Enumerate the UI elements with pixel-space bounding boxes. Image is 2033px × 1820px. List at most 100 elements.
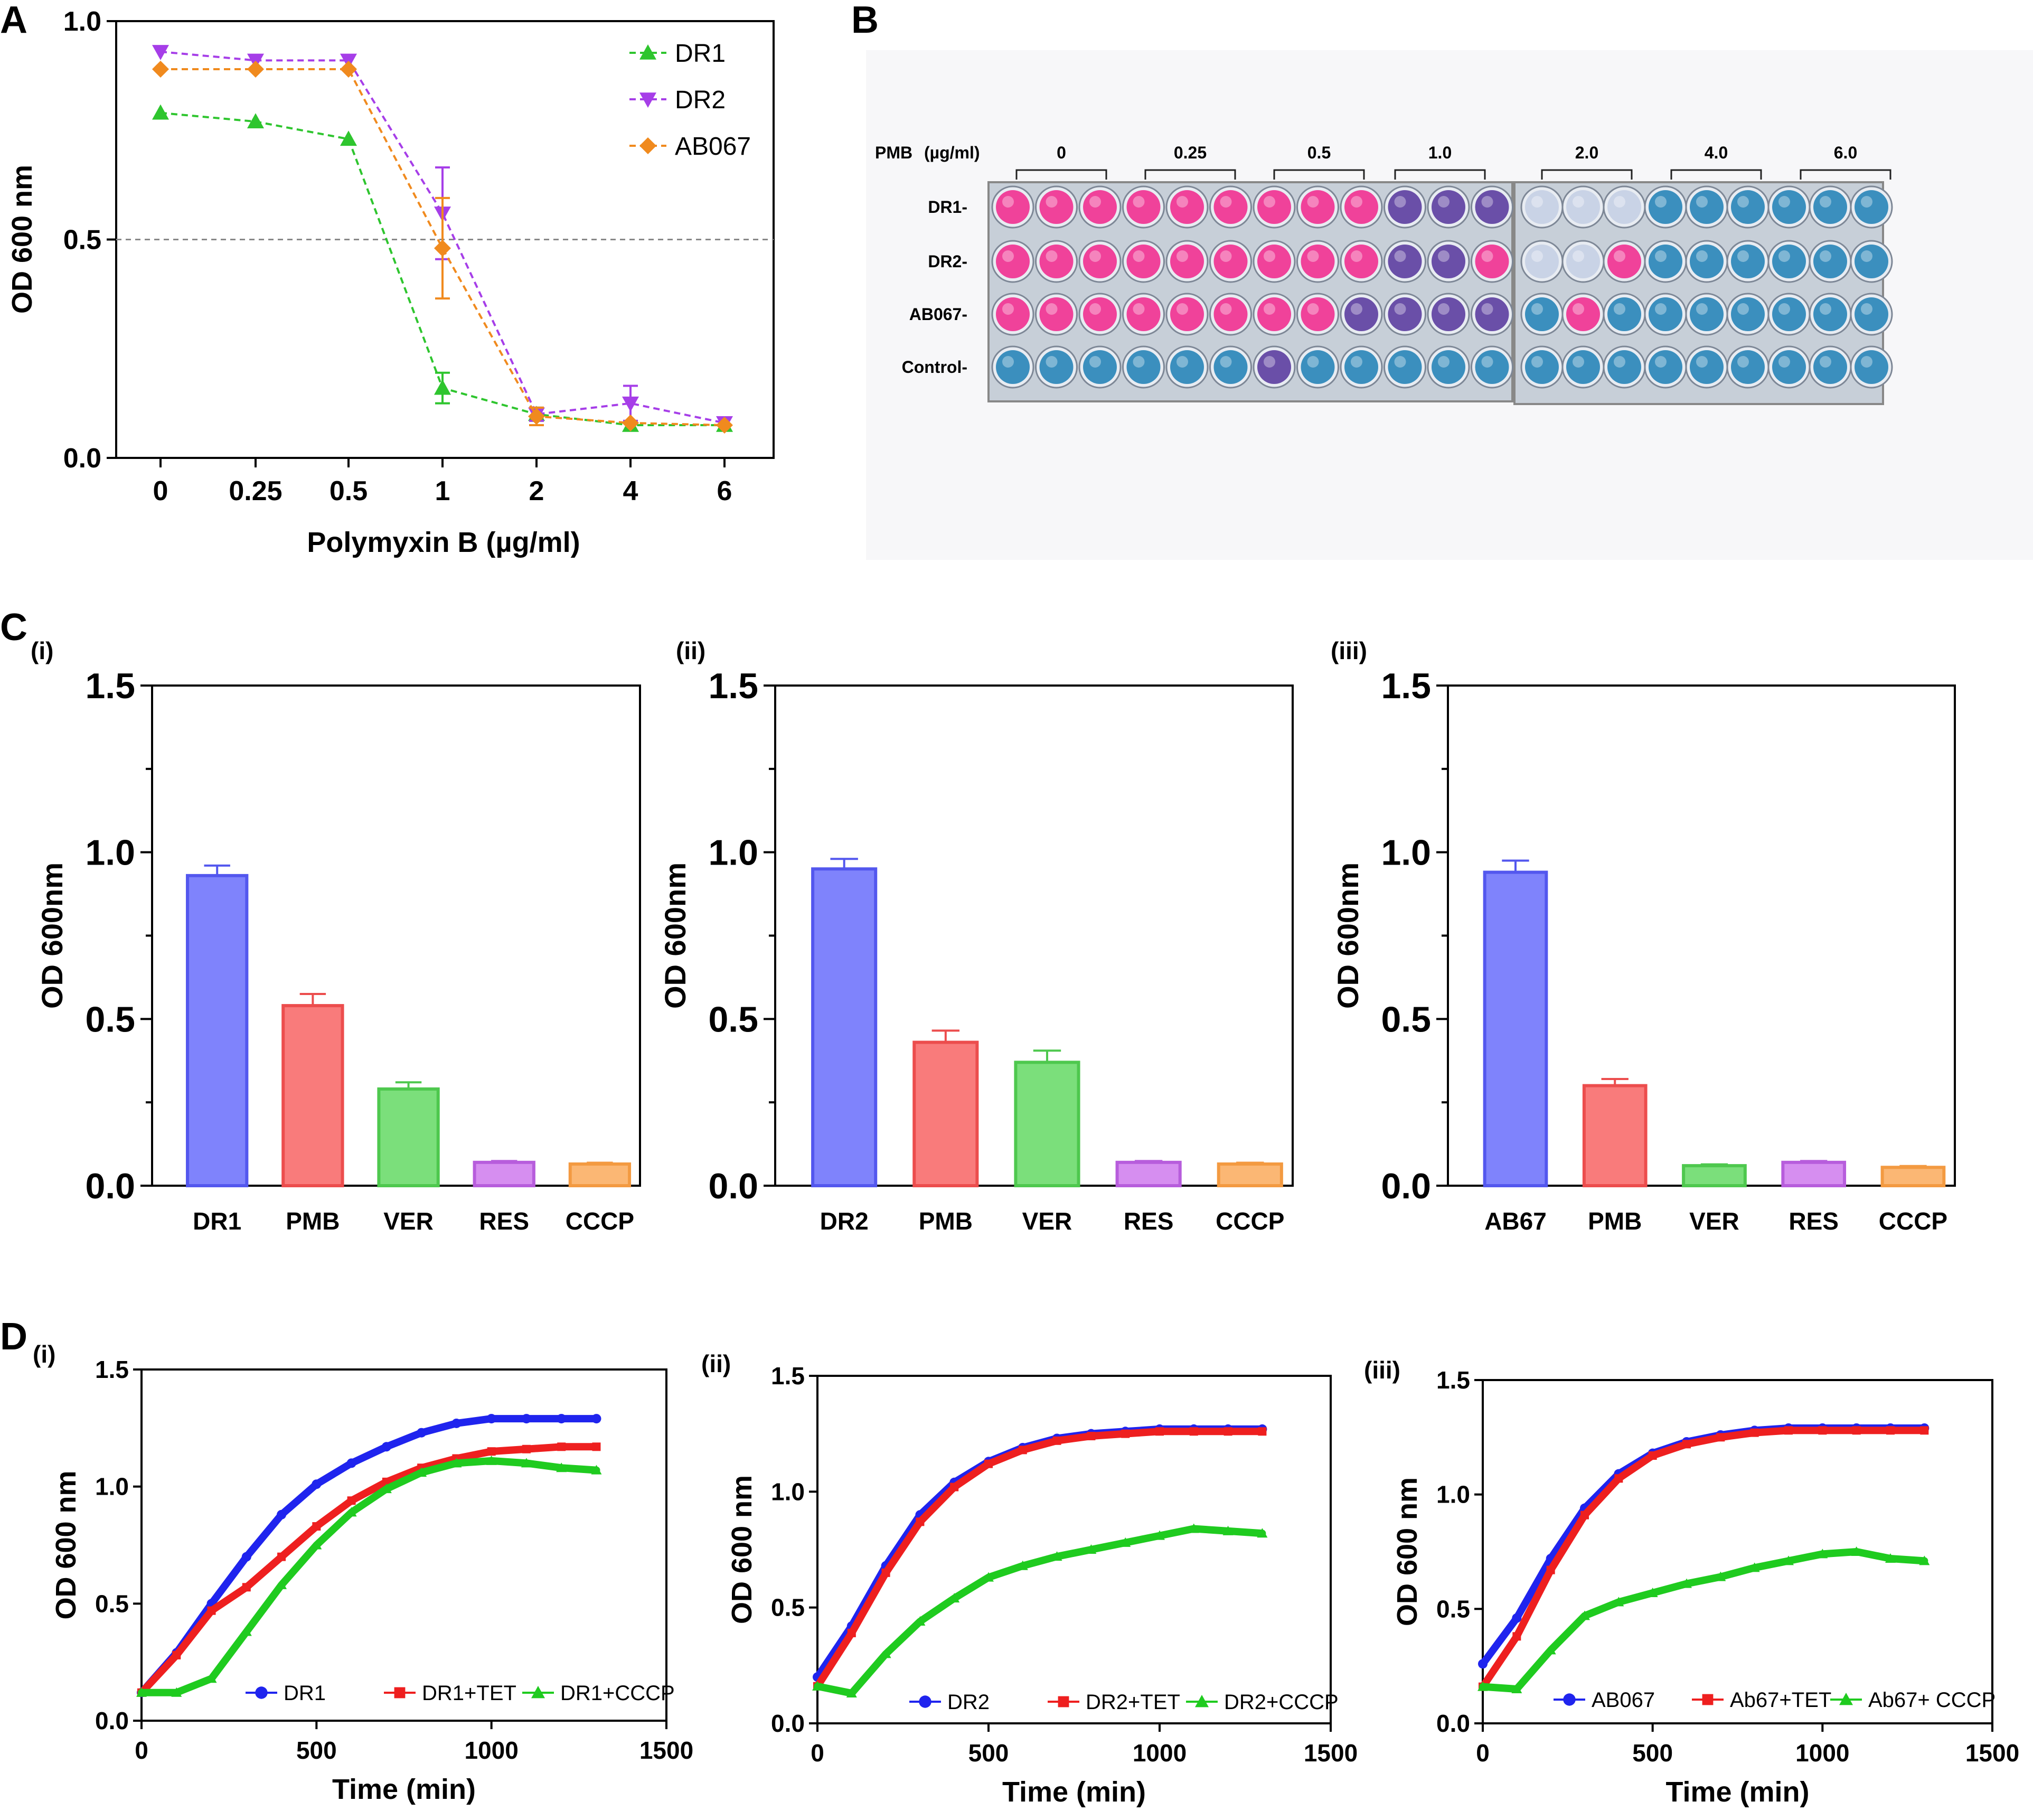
well-blue [1607, 297, 1641, 331]
concentration-label: 4.0 [1705, 143, 1728, 162]
well-pink [1083, 245, 1117, 278]
x-tick-label: 4 [623, 476, 638, 506]
well-highlight [1264, 196, 1275, 208]
data-point [1852, 1426, 1861, 1435]
data-point [1087, 1432, 1096, 1441]
well-highlight [1220, 250, 1232, 262]
x-tick-label: 0.25 [229, 476, 282, 506]
well-pink [1039, 190, 1074, 224]
well-highlight [1614, 303, 1625, 315]
x-tick-label: PMB [1588, 1207, 1642, 1235]
well-highlight [1176, 196, 1188, 208]
legend-label: DR2+CCCP [1224, 1691, 1339, 1714]
concentration-label: 6.0 [1834, 143, 1857, 162]
data-point [1716, 1433, 1725, 1442]
well-highlight [1089, 356, 1101, 368]
data-point [241, 1552, 251, 1562]
well-purple [1475, 190, 1509, 224]
legend-marker [639, 92, 656, 108]
data-point [622, 414, 639, 431]
well-pink [1170, 297, 1204, 331]
data-point [1715, 1571, 1726, 1581]
well-highlight [1861, 196, 1872, 208]
data-point [1120, 1537, 1131, 1547]
well-highlight [1820, 250, 1831, 262]
x-tick-label: 1500 [1304, 1739, 1358, 1767]
well-highlight [1394, 250, 1406, 262]
well-highlight [1133, 250, 1145, 262]
x-tick-label: 1 [435, 476, 450, 506]
x-tick-label: AB67 [1484, 1207, 1547, 1235]
data-point [311, 1540, 322, 1550]
well-highlight [1778, 356, 1790, 368]
data-point [1188, 1523, 1199, 1533]
y-tick-label: 0.0 [708, 1166, 758, 1206]
bar-chart-2: (ii) 0.0 0.5 1.0 1.5 OD 600nm DR2 PMB VER RES CCCP [658, 637, 1294, 1235]
subpanel-label: (i) [33, 1340, 55, 1368]
data-point [1257, 1528, 1268, 1538]
data-point [622, 396, 639, 412]
well-blue [996, 350, 1030, 384]
legend-marker [1839, 1693, 1853, 1705]
data-point [381, 1484, 392, 1494]
data-point [1886, 1426, 1895, 1435]
x-tick-label: 1000 [1795, 1739, 1849, 1767]
well-highlight [1002, 303, 1014, 315]
y-tick-label: 0.5 [85, 999, 135, 1039]
data-point [592, 1442, 601, 1451]
x-axis-title: Time (min) [1665, 1776, 1809, 1808]
y-axis-title: OD 600 nm [6, 165, 38, 314]
well-purple [1432, 297, 1465, 331]
data-point [1885, 1553, 1896, 1563]
x-tick-label: 0 [135, 1737, 148, 1764]
data-point [1545, 1645, 1556, 1655]
panel-letter-a: A [0, 0, 27, 41]
well-pink [1301, 297, 1335, 331]
data-point [276, 1579, 287, 1589]
data-point [1154, 1530, 1165, 1540]
well-highlight [1220, 356, 1232, 368]
well-highlight [1696, 196, 1708, 208]
well-highlight [1820, 196, 1831, 208]
data-point [347, 1496, 356, 1505]
y-tick-label: 1.5 [85, 666, 135, 706]
y-tick-label: 1.5 [1381, 666, 1431, 706]
panel-letter-b: B [851, 0, 879, 41]
well-highlight [1394, 196, 1406, 208]
data-point [1580, 1511, 1589, 1519]
y-axis-title: OD 600 nm [50, 1470, 82, 1619]
well-purple [1432, 245, 1465, 278]
data-point [451, 1458, 462, 1468]
data-point [915, 1616, 926, 1626]
legend-label: DR2 [947, 1691, 990, 1714]
data-point [1681, 1578, 1692, 1588]
well-highlight [1264, 356, 1275, 368]
concentration-label: 0 [1057, 143, 1066, 162]
well-highlight [1820, 356, 1831, 368]
data-point [950, 1483, 959, 1491]
legend-marker [1563, 1693, 1576, 1706]
well-blue [1855, 190, 1888, 224]
subpanel-label: (iii) [1331, 637, 1367, 664]
well-pale [1607, 190, 1641, 224]
concentration-bracket [1800, 169, 1891, 180]
data-point [451, 1418, 462, 1428]
data-point [340, 130, 357, 146]
well-blue [1170, 350, 1204, 384]
well-pink [1213, 297, 1248, 331]
concentration-bracket [1541, 169, 1633, 180]
well-highlight [1861, 303, 1872, 315]
data-point [417, 1428, 427, 1438]
well-highlight [1133, 196, 1145, 208]
x-tick-label: DR2 [820, 1207, 869, 1235]
well-highlight [1089, 303, 1101, 315]
y-tick-label: 1.0 [63, 6, 101, 37]
legend-marker [919, 1695, 931, 1708]
series-line [814, 1428, 1266, 1690]
bar-chart-1: (i) 0.0 0.5 1.0 1.5 OD 600nm DR1 PMB VER RES CCCP [31, 637, 641, 1235]
well-blue [1690, 245, 1724, 278]
well-blue [1213, 350, 1248, 384]
well-highlight [1046, 303, 1058, 315]
data-point [247, 113, 264, 129]
